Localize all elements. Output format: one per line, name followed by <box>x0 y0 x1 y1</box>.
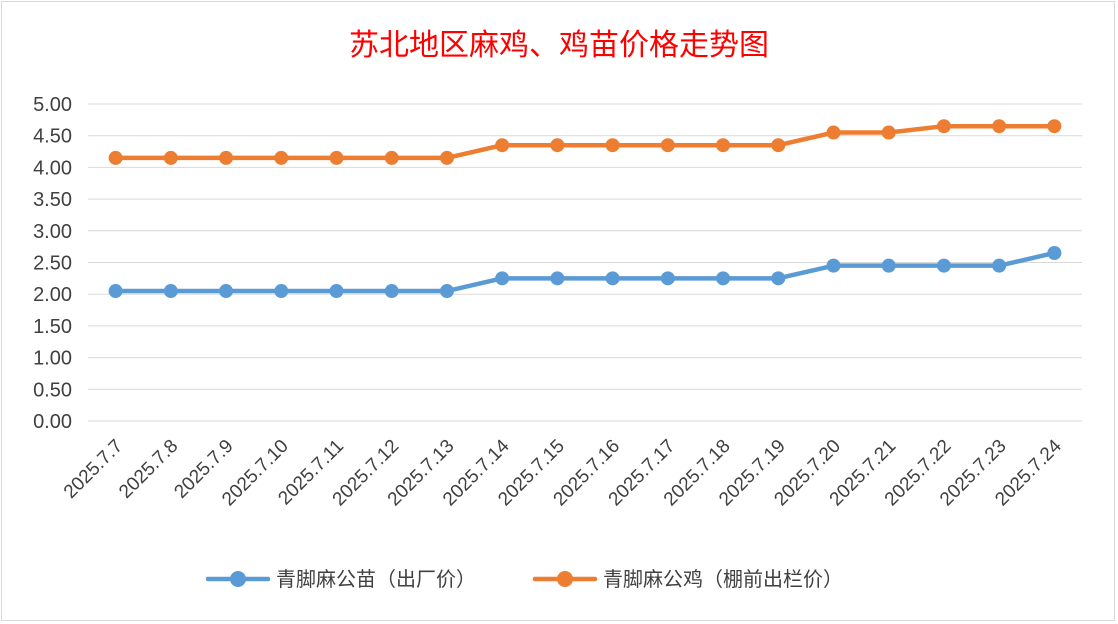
data-point <box>936 119 951 134</box>
data-point <box>771 138 786 153</box>
legend-marker <box>230 571 246 587</box>
data-point <box>716 138 731 153</box>
data-point <box>108 150 123 165</box>
legend: 青脚麻公苗（出厂价） 青脚麻公鸡（棚前出栏价） <box>205 567 843 591</box>
y-tick-label: 3.00 <box>33 221 72 243</box>
data-point <box>881 258 896 273</box>
data-point <box>550 138 565 153</box>
y-tick-label: 1.00 <box>33 348 72 370</box>
data-point <box>219 150 234 165</box>
series-1 <box>108 245 1062 299</box>
series-line <box>113 123 1057 161</box>
y-tick-label: 3.50 <box>33 189 72 211</box>
x-tick-label: 2025.7.7 <box>60 436 127 503</box>
x-tick-label: 2025.7.8 <box>115 436 182 503</box>
data-point <box>1047 119 1062 134</box>
y-tick-label: 0.50 <box>33 379 72 401</box>
data-point <box>163 284 178 299</box>
data-point <box>881 125 896 140</box>
x-axis-ticks: 2025.7.72025.7.82025.7.92025.7.102025.7.… <box>60 435 1066 510</box>
y-axis-ticks: 0.00 0.50 1.00 1.50 2.00 2.50 3.00 3.50 4.00 4.50… <box>33 94 72 433</box>
legend-item-2: 青脚麻公鸡（棚前出栏价） <box>532 567 843 591</box>
series-line <box>113 250 1057 294</box>
data-point <box>605 138 620 153</box>
legend-label: 青脚麻公鸡（棚前出栏价） <box>603 567 843 591</box>
data-point <box>936 258 951 273</box>
data-point <box>329 150 344 165</box>
data-point <box>660 138 675 153</box>
data-point <box>771 271 786 286</box>
data-point <box>219 284 234 299</box>
data-point <box>274 284 289 299</box>
y-tick-label: 0.00 <box>33 411 72 433</box>
series-2 <box>108 119 1062 165</box>
series-lines <box>108 119 1062 299</box>
y-tick-label: 4.00 <box>33 157 72 179</box>
data-point <box>384 284 399 299</box>
data-point <box>826 258 841 273</box>
data-point <box>495 138 510 153</box>
data-point <box>550 271 565 286</box>
data-point <box>660 271 675 286</box>
y-tick-label: 5.00 <box>33 94 72 116</box>
data-point <box>826 125 841 140</box>
data-point <box>1047 245 1062 260</box>
legend-marker <box>557 571 573 587</box>
y-tick-label: 2.50 <box>33 253 72 275</box>
data-point <box>495 271 510 286</box>
data-point <box>384 150 399 165</box>
legend-label: 青脚麻公苗（出厂价） <box>276 567 476 591</box>
y-tick-label: 1.50 <box>33 316 72 338</box>
data-point <box>992 119 1007 134</box>
y-tick-label: 4.50 <box>33 126 72 148</box>
data-point <box>108 284 123 299</box>
data-point <box>329 284 344 299</box>
data-point <box>163 150 178 165</box>
legend-item-1: 青脚麻公苗（出厂价） <box>205 567 476 591</box>
data-point <box>439 150 454 165</box>
data-point <box>716 271 731 286</box>
data-point <box>274 150 289 165</box>
data-point <box>605 271 620 286</box>
y-tick-label: 2.00 <box>33 284 72 306</box>
gridlines <box>88 103 1082 422</box>
data-point <box>992 258 1007 273</box>
chart-title: 苏北地区麻鸡、鸡苗价格走势图 <box>349 28 769 63</box>
data-point <box>439 284 454 299</box>
